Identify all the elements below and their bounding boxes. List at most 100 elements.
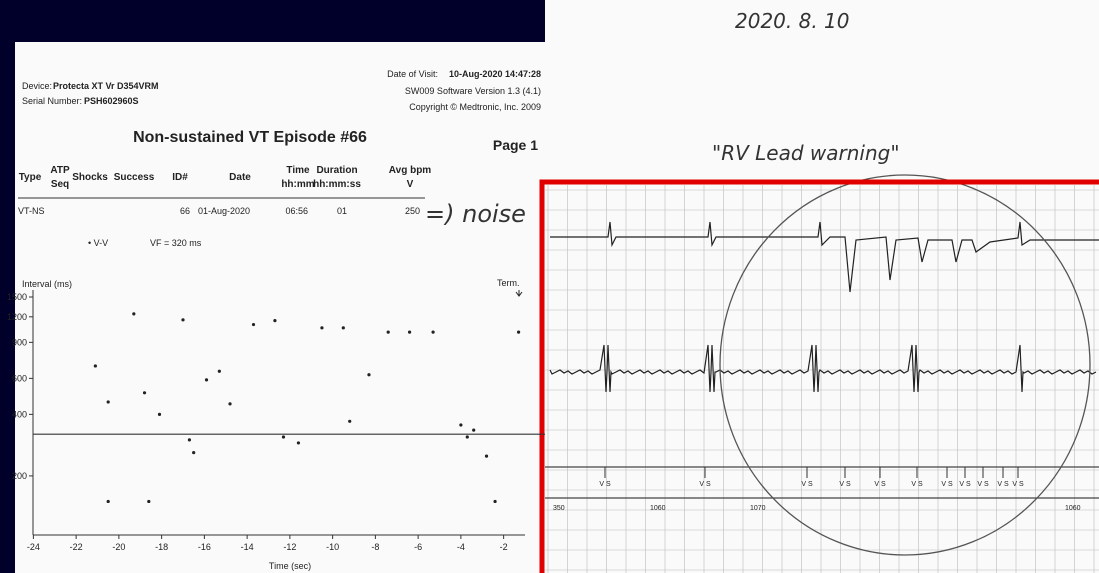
ecg-marker: V S (699, 481, 711, 488)
legend-marker: • V-V (88, 238, 108, 248)
x-tick-label: -14 (241, 542, 254, 552)
ecg-marker: V S (959, 481, 971, 488)
software: SW009 Software Version 1.3 (4.1) (405, 86, 541, 96)
interval-point (158, 413, 161, 416)
interval-point (188, 438, 191, 441)
interval-point (143, 391, 146, 394)
x-tick-label: -2 (500, 542, 508, 552)
interval-point (459, 423, 462, 426)
interval-point (431, 331, 434, 334)
interval-point (107, 500, 110, 503)
column-header: Shocks (72, 172, 108, 183)
interval-point (205, 378, 208, 381)
interval-point (367, 373, 370, 376)
visit-label: Date of Visit: (387, 69, 438, 79)
y-tick-label: 400 (12, 409, 27, 419)
printout-panel (15, 42, 545, 573)
screenshot: Device: Protecta XT Vr D354VRM Serial Nu… (0, 0, 1099, 573)
x-axis-label: Time (sec) (269, 561, 311, 571)
interval-point (472, 429, 475, 432)
x-tick-label: -4 (457, 542, 465, 552)
interval-point (107, 400, 110, 403)
ecg-scale-label: 1070 (750, 505, 766, 512)
interval-point (228, 402, 231, 405)
x-tick-label: -20 (112, 542, 125, 552)
interval-point (94, 364, 97, 367)
visit-date: 10-Aug-2020 14:47:28 (449, 69, 541, 79)
column-header: Type (19, 172, 42, 183)
term-label: Term. (497, 278, 520, 288)
x-tick-label: -18 (155, 542, 168, 552)
table-cell: 01-Aug-2020 (198, 206, 250, 216)
x-tick-label: -10 (326, 542, 339, 552)
serial: PSH602960S (84, 96, 139, 106)
ecg-marker: V S (911, 481, 923, 488)
x-tick-label: -16 (198, 542, 211, 552)
column-header: Seq (51, 179, 69, 190)
column-header: ID# (172, 172, 188, 183)
interval-point (147, 500, 150, 503)
ecg-marker: V S (941, 481, 953, 488)
column-header: V (407, 179, 414, 190)
ecg-marker: V S (874, 481, 886, 488)
interval-point (181, 318, 184, 321)
column-header: Avg bpm (389, 165, 432, 176)
y-axis-label: Interval (ms) (22, 279, 72, 289)
interval-point (408, 331, 411, 334)
interval-point (493, 500, 496, 503)
ecg-marker: V S (839, 481, 851, 488)
column-header: Time (286, 165, 310, 176)
column-header: Date (229, 172, 251, 183)
interval-point (485, 455, 488, 458)
table-cell: 01 (337, 206, 347, 216)
serial-label: Serial Number: (22, 96, 82, 106)
x-tick-label: -12 (283, 542, 296, 552)
y-tick-label: 1500 (7, 292, 27, 302)
interval-point (282, 435, 285, 438)
table-cell: 06:56 (285, 206, 308, 216)
x-tick-label: -6 (414, 542, 422, 552)
device-label: Device: (22, 81, 52, 91)
y-tick-label: 900 (12, 337, 27, 347)
x-tick-label: -22 (70, 542, 83, 552)
interval-point (192, 451, 195, 454)
x-tick-label: -8 (371, 542, 379, 552)
table-cell: 250 (405, 206, 420, 216)
interval-point (387, 331, 390, 334)
ecg-marker: V S (1012, 481, 1024, 488)
interval-point (466, 435, 469, 438)
table-cell: 66 (180, 206, 190, 216)
device: Protecta XT Vr D354VRM (53, 81, 159, 91)
noise-note: =) noise (425, 200, 526, 228)
interval-point (342, 326, 345, 329)
y-tick-label: 200 (12, 471, 27, 481)
page: Device: Protecta XT Vr D354VRM Serial Nu… (0, 0, 1099, 573)
ecg-marker: V S (977, 481, 989, 488)
table-cell: VT-NS (18, 206, 45, 216)
column-header: hh:mm (281, 179, 314, 190)
copyright: Copyright © Medtronic, Inc. 2009 (409, 102, 541, 112)
column-header: Success (114, 172, 155, 183)
ecg-scale-label: 1060 (650, 505, 666, 512)
interval-point (348, 420, 351, 423)
x-tick-label: -24 (27, 542, 40, 552)
interval-point (297, 441, 300, 444)
legend-vf: VF = 320 ms (150, 238, 202, 248)
interval-point (132, 312, 135, 315)
handwritten-warning: "RV Lead warning" (712, 141, 900, 165)
column-header: hh:mm:ss (313, 179, 361, 190)
ecg-scale-label: 1060 (1065, 505, 1081, 512)
handwritten-date: 2020. 8. 10 (735, 9, 850, 33)
interval-point (252, 323, 255, 326)
page-number: Page 1 (493, 137, 538, 153)
ecg-scale-label: 350 (553, 505, 565, 512)
ecg-marker: V S (997, 481, 1009, 488)
ecg-marker: V S (801, 481, 813, 488)
column-header: Duration (316, 165, 357, 176)
episode-title: Non-sustained VT Episode #66 (133, 129, 367, 146)
y-tick-label: 600 (12, 373, 27, 383)
column-header: ATP (50, 165, 70, 176)
interval-point (320, 326, 323, 329)
ecg-marker: V S (599, 481, 611, 488)
interval-point (273, 319, 276, 322)
